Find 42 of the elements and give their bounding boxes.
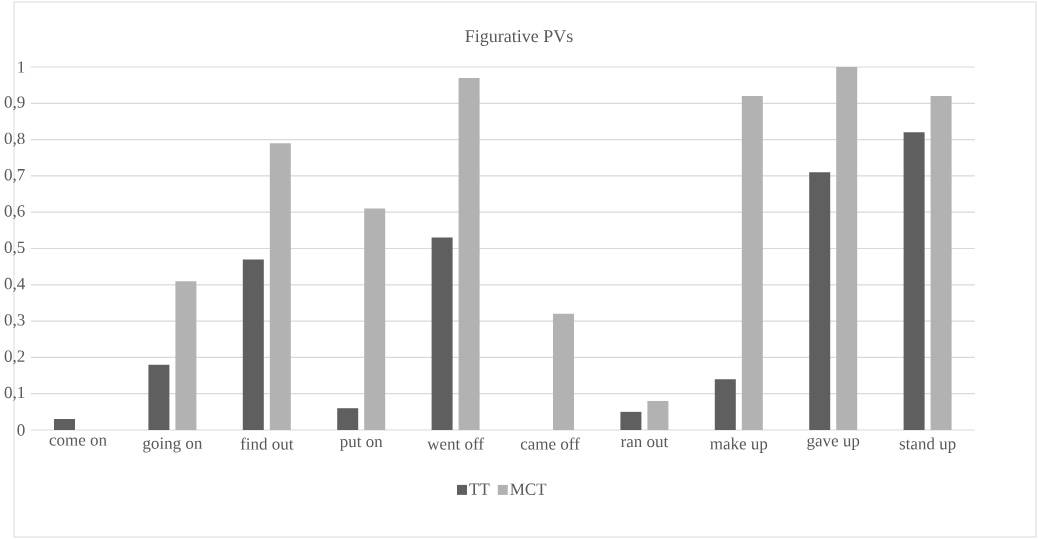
x-tick-label: make up — [710, 437, 768, 453]
bar — [903, 132, 925, 430]
bar — [647, 400, 669, 430]
bar — [620, 411, 642, 430]
y-tick-label: 0 — [17, 424, 25, 436]
y-tick-label: 0,3 — [4, 314, 25, 329]
bar — [930, 96, 952, 430]
bar — [553, 313, 575, 430]
y-tick-label: 0,8 — [4, 132, 25, 147]
x-tick-label: came off — [520, 437, 580, 450]
y-tick-label: 0,5 — [4, 241, 25, 256]
y-tick-label: 0,4 — [4, 277, 25, 292]
bar — [269, 143, 291, 430]
y-tick-label: 0,9 — [4, 96, 25, 111]
bar — [458, 77, 480, 430]
x-tick-label: went off — [427, 437, 485, 450]
x-tick-label: going on — [143, 437, 203, 453]
chart-title: Figurative PVs — [465, 30, 573, 46]
y-tick-label: 0,2 — [4, 350, 25, 365]
bar — [836, 67, 858, 430]
bar — [54, 419, 75, 430]
bar — [175, 281, 197, 430]
bar — [337, 408, 359, 430]
bar — [714, 379, 736, 430]
x-tick-label: ran out — [620, 437, 669, 448]
y-tick-label: 0,6 — [4, 205, 25, 220]
legend-label: MCT — [510, 483, 547, 495]
bar — [741, 96, 763, 430]
x-tick-label: stand up — [899, 437, 956, 453]
bar — [431, 237, 453, 430]
x-tick-label: put on — [339, 437, 383, 451]
bar — [364, 208, 386, 430]
bar — [148, 364, 170, 430]
x-tick-label: gave up — [807, 437, 860, 450]
x-tick-label: find out — [240, 437, 294, 450]
x-tick-label: come on — [49, 437, 107, 446]
y-tick-label: 0,1 — [4, 386, 25, 401]
y-tick-label: 1 — [18, 61, 25, 73]
legend-label: TT — [469, 483, 490, 495]
y-tick-label: 0,7 — [4, 168, 25, 183]
bar — [242, 259, 264, 430]
bar — [809, 172, 831, 430]
